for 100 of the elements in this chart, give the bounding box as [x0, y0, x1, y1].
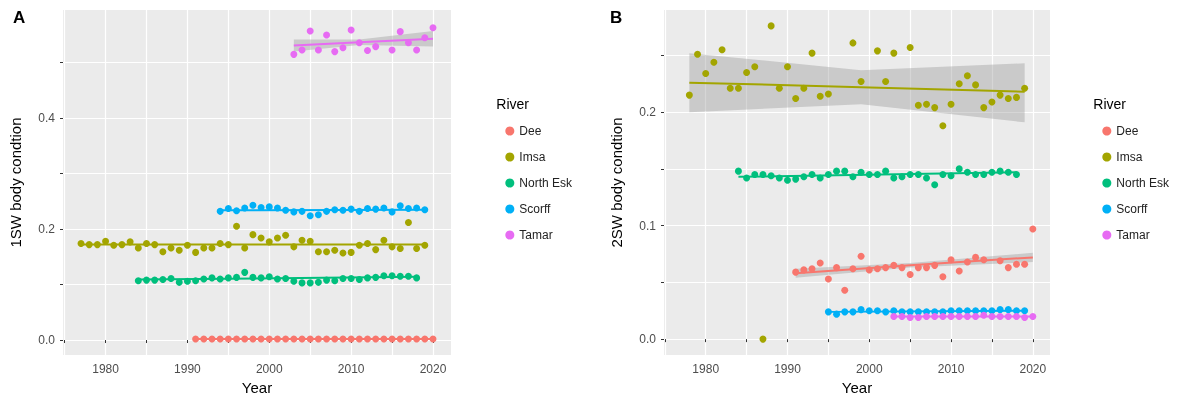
point [413, 274, 421, 282]
point [980, 104, 988, 112]
point [792, 268, 800, 276]
point [792, 175, 800, 183]
point [931, 181, 939, 189]
point [421, 335, 429, 343]
point [404, 272, 412, 280]
point [372, 273, 380, 281]
x-axis-title: Year [241, 378, 273, 396]
point [93, 241, 101, 249]
point [857, 252, 865, 260]
point [134, 244, 142, 252]
point [331, 246, 339, 254]
legend-label: Scorff [1116, 202, 1149, 216]
point [421, 206, 429, 214]
point [396, 335, 404, 343]
point [306, 335, 314, 343]
point [224, 274, 232, 282]
point [833, 167, 841, 175]
point [824, 275, 832, 283]
point [857, 306, 865, 314]
point [1004, 312, 1012, 320]
point [331, 335, 339, 343]
y-axis-title: 1SW body condtion [7, 117, 24, 248]
point [339, 274, 347, 282]
point [241, 268, 249, 276]
point [718, 46, 726, 54]
y-tick-label: 0.0 [639, 332, 657, 347]
point [331, 206, 339, 214]
point [241, 335, 249, 343]
point [404, 218, 412, 226]
point [841, 167, 849, 175]
point [800, 84, 808, 92]
point [175, 246, 183, 254]
x-axis-title: Year [841, 378, 873, 396]
legend-label: Tamar [519, 228, 553, 242]
point [282, 231, 290, 239]
point [282, 274, 290, 282]
point [249, 231, 257, 239]
y-axis-title: 2SW body condtion [608, 117, 625, 248]
point [906, 171, 914, 179]
point [314, 335, 322, 343]
point [972, 171, 980, 179]
point [200, 244, 208, 252]
point [898, 312, 906, 320]
point [890, 312, 898, 320]
point [388, 272, 396, 280]
point [372, 246, 380, 254]
point [290, 243, 298, 251]
point [249, 273, 257, 281]
point [963, 307, 971, 315]
point [265, 335, 273, 343]
point [882, 308, 890, 316]
point [159, 276, 167, 284]
point [167, 274, 175, 282]
point [183, 241, 191, 249]
legend-label: Scorff [519, 202, 552, 216]
point [323, 207, 331, 215]
point [372, 205, 380, 213]
point [306, 212, 314, 220]
point [404, 205, 412, 213]
point [224, 205, 232, 213]
point [955, 165, 963, 173]
point [314, 248, 322, 256]
point [1021, 314, 1029, 322]
point [200, 275, 208, 283]
point [183, 277, 191, 285]
point [110, 241, 118, 249]
point [833, 310, 841, 318]
point [347, 335, 355, 343]
point [216, 240, 224, 248]
point [685, 91, 693, 99]
point [233, 207, 241, 215]
y-tick-label: 0.2 [639, 105, 657, 120]
point [118, 241, 126, 249]
point [364, 205, 372, 213]
point [972, 307, 980, 315]
point [233, 273, 241, 281]
point [290, 335, 298, 343]
point [159, 248, 167, 256]
point [290, 50, 298, 58]
point [947, 256, 955, 264]
point [388, 243, 396, 251]
point [914, 171, 922, 179]
point [1012, 93, 1020, 101]
point [980, 256, 988, 264]
point [939, 171, 947, 179]
point [882, 78, 890, 85]
point [404, 39, 412, 47]
point [347, 205, 355, 213]
point [873, 47, 881, 55]
point [906, 43, 914, 51]
point [914, 264, 922, 272]
point [923, 312, 931, 320]
legend-label: Imsa [1116, 150, 1143, 164]
point [404, 335, 412, 343]
point [783, 176, 791, 184]
point [947, 100, 955, 108]
point [355, 276, 363, 284]
point [306, 27, 314, 35]
